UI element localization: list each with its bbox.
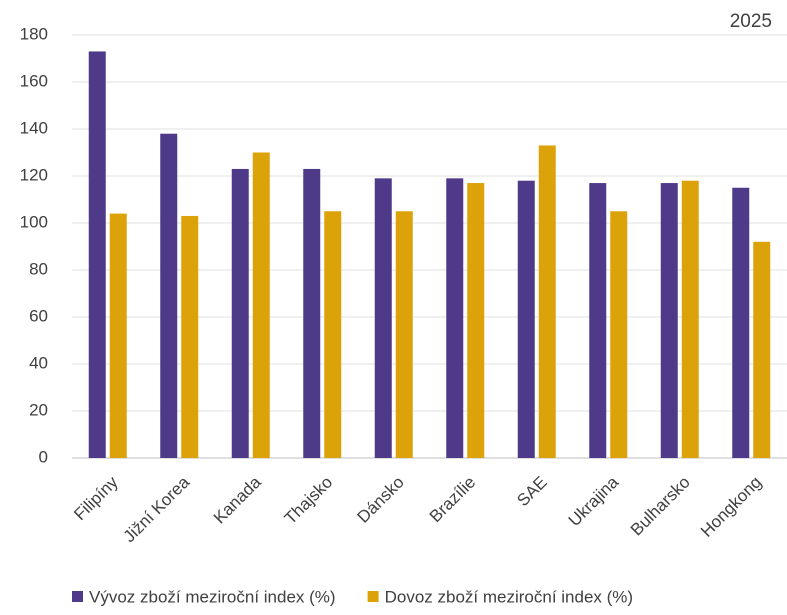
y-tick-label: 100 bbox=[20, 212, 48, 231]
bar bbox=[681, 180, 699, 458]
legend-swatch bbox=[367, 591, 379, 602]
x-tick-label: Brazílie bbox=[426, 473, 480, 527]
bar bbox=[252, 152, 270, 458]
legend-label: Vývoz zboží meziroční index (%) bbox=[89, 587, 336, 606]
legend-label: Dovoz zboží meziroční index (%) bbox=[385, 587, 633, 606]
bar bbox=[88, 51, 106, 458]
bar bbox=[395, 211, 413, 458]
bar bbox=[446, 178, 464, 458]
bar bbox=[660, 183, 678, 459]
bar bbox=[374, 178, 392, 458]
legend-swatch bbox=[72, 591, 83, 602]
bar bbox=[231, 168, 249, 458]
y-tick-label: 120 bbox=[20, 165, 48, 184]
y-tick-label: 140 bbox=[20, 118, 48, 137]
x-tick-label: SAE bbox=[513, 473, 550, 510]
bar bbox=[467, 183, 485, 459]
bar bbox=[517, 180, 535, 458]
x-tick-label: Jižní Korea bbox=[120, 472, 194, 546]
x-tick-label: Kanada bbox=[210, 472, 265, 527]
bar bbox=[753, 241, 771, 458]
bar bbox=[610, 211, 628, 458]
bar bbox=[538, 145, 556, 458]
x-tick-label: Dánsko bbox=[354, 473, 408, 527]
x-tick-label: Filipíny bbox=[70, 472, 122, 524]
x-tick-label: Hongkong bbox=[697, 473, 765, 541]
bar bbox=[732, 187, 750, 458]
bar bbox=[303, 168, 321, 458]
y-tick-label: 60 bbox=[29, 306, 48, 325]
bar bbox=[109, 213, 127, 458]
y-tick-label: 0 bbox=[39, 447, 48, 466]
bar bbox=[160, 133, 178, 458]
y-tick-label: 40 bbox=[29, 353, 48, 372]
bar bbox=[324, 211, 342, 458]
x-tick-label: Thajsko bbox=[281, 473, 337, 529]
x-tick-label: Ukrajina bbox=[565, 472, 623, 530]
bar bbox=[181, 215, 199, 458]
y-tick-label: 180 bbox=[20, 24, 48, 43]
y-tick-label: 160 bbox=[20, 71, 48, 90]
y-tick-label: 80 bbox=[29, 259, 48, 278]
y-tick-label: 20 bbox=[29, 400, 48, 419]
chart-title: 2025 bbox=[730, 11, 772, 32]
bar bbox=[589, 183, 607, 459]
x-tick-label: Bulharsko bbox=[627, 473, 694, 540]
